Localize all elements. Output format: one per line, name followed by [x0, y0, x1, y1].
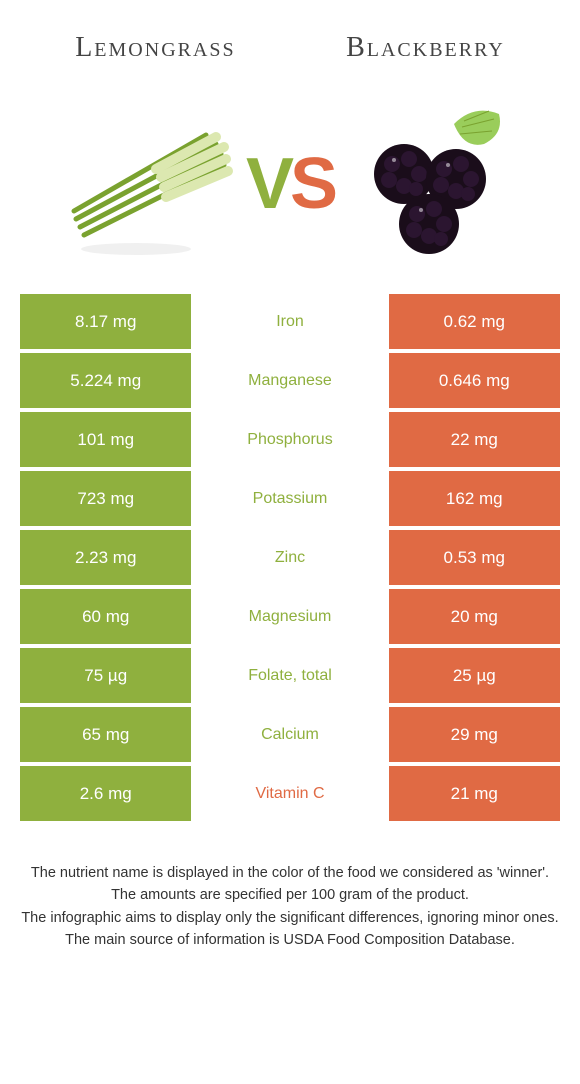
table-row: 60 mgMagnesium20 mg: [20, 589, 560, 644]
right-value: 0.62 mg: [389, 294, 560, 349]
nutrient-table: 8.17 mgIron0.62 mg5.224 mgManganese0.646…: [20, 294, 560, 825]
nutrient-label: Magnesium: [191, 589, 388, 644]
vs-v: V: [246, 143, 290, 225]
footer-line-2: The amounts are specified per 100 gram o…: [20, 885, 560, 905]
blackberry-image: [344, 99, 514, 269]
left-value: 2.23 mg: [20, 530, 191, 585]
left-value: 60 mg: [20, 589, 191, 644]
left-value: 5.224 mg: [20, 353, 191, 408]
right-value: 25 µg: [389, 648, 560, 703]
header: Lemongrass Blackberry: [0, 0, 580, 84]
right-value: 20 mg: [389, 589, 560, 644]
left-value: 2.6 mg: [20, 766, 191, 821]
vs-label: VS: [246, 143, 334, 225]
table-row: 5.224 mgManganese0.646 mg: [20, 353, 560, 408]
nutrient-label: Vitamin C: [191, 766, 388, 821]
left-value: 65 mg: [20, 707, 191, 762]
table-row: 723 mgPotassium162 mg: [20, 471, 560, 526]
hero-row: VS: [0, 84, 580, 284]
left-value: 75 µg: [20, 648, 191, 703]
vs-s: S: [290, 143, 334, 225]
nutrient-label: Folate, total: [191, 648, 388, 703]
nutrient-label: Potassium: [191, 471, 388, 526]
table-row: 101 mgPhosphorus22 mg: [20, 412, 560, 467]
footer-line-3: The infographic aims to display only the…: [20, 908, 560, 928]
nutrient-label: Calcium: [191, 707, 388, 762]
table-row: 65 mgCalcium29 mg: [20, 707, 560, 762]
right-value: 0.646 mg: [389, 353, 560, 408]
table-row: 75 µgFolate, total25 µg: [20, 648, 560, 703]
footer-line-4: The main source of information is USDA F…: [20, 930, 560, 950]
left-value: 101 mg: [20, 412, 191, 467]
footer-notes: The nutrient name is displayed in the co…: [20, 863, 560, 952]
table-row: 2.23 mgZinc0.53 mg: [20, 530, 560, 585]
right-food-title: Blackberry: [346, 32, 505, 64]
left-value: 8.17 mg: [20, 294, 191, 349]
nutrient-label: Zinc: [191, 530, 388, 585]
nutrient-label: Manganese: [191, 353, 388, 408]
left-food-title: Lemongrass: [75, 32, 235, 64]
right-value: 21 mg: [389, 766, 560, 821]
left-value: 723 mg: [20, 471, 191, 526]
footer-line-1: The nutrient name is displayed in the co…: [20, 863, 560, 883]
right-value: 29 mg: [389, 707, 560, 762]
nutrient-label: Phosphorus: [191, 412, 388, 467]
table-row: 2.6 mgVitamin C21 mg: [20, 766, 560, 821]
right-value: 0.53 mg: [389, 530, 560, 585]
nutrient-label: Iron: [191, 294, 388, 349]
table-row: 8.17 mgIron0.62 mg: [20, 294, 560, 349]
lemongrass-image: [66, 99, 236, 269]
right-value: 162 mg: [389, 471, 560, 526]
right-value: 22 mg: [389, 412, 560, 467]
